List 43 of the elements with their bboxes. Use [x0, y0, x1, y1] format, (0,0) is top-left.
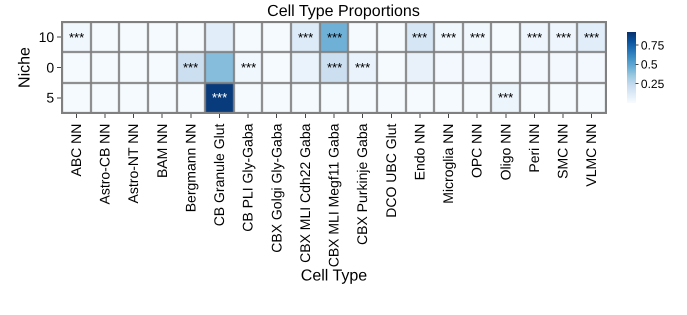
y-tick-label: 10 — [38, 29, 54, 46]
x-tick-label: CBX MLI Megf11 Gaba — [326, 123, 342, 268]
x-tick-label: CB Granule Glut — [211, 124, 228, 226]
data-label: *** — [69, 30, 84, 45]
x-tick-label: OPC NN — [468, 124, 485, 178]
x-tick-label: CB PLI Gly-Gaba — [240, 123, 256, 232]
x-axis-title: Cell Type — [300, 267, 368, 284]
data-label: *** — [470, 30, 486, 45]
data-label: *** — [298, 30, 314, 45]
x-tick-label: CBX Purkinje Gaba — [354, 123, 370, 246]
data-label: *** — [556, 30, 572, 45]
x-tick-label: CBX Golgi Gly-Gaba — [268, 123, 284, 253]
x-tick-label: BAM NN — [154, 124, 170, 178]
data-label: *** — [327, 30, 342, 45]
data-label: *** — [412, 30, 428, 45]
data-label: *** — [498, 90, 514, 105]
x-tick-label: Astro-CB NN — [96, 124, 112, 205]
data-label: *** — [183, 60, 198, 75]
color-bar-label: 0.5 — [640, 58, 658, 72]
x-tick-label: Peri NN — [526, 124, 542, 173]
color-bar-label: 0.25 — [640, 76, 665, 91]
data-label: *** — [527, 30, 542, 45]
y-axis-title: Niche — [16, 46, 34, 88]
x-tick-label: CBX MLI Cdh22 Gaba — [296, 123, 313, 263]
x-tick-label: DCO UBC Glut — [382, 123, 399, 218]
color-bar-label: 0.75 — [640, 38, 665, 52]
data-label: *** — [441, 30, 456, 45]
x-tick-label: ABC NN — [68, 124, 84, 177]
x-tick-label: Microglia NN — [440, 124, 456, 204]
y-tick-label: 0 — [46, 59, 54, 76]
x-tick-label: Astro-NT NN — [125, 124, 142, 204]
data-label: *** — [327, 60, 342, 75]
data-label: *** — [241, 60, 256, 75]
x-tick-label: Bergmann NN — [182, 124, 198, 212]
x-tick-label: Endo NN — [411, 124, 428, 180]
x-tick-label: Oligo NN — [497, 124, 514, 180]
x-tick-label: VLMC NN — [583, 124, 600, 187]
data-label: *** — [212, 90, 228, 105]
data-label: *** — [584, 30, 600, 45]
data-label: *** — [355, 60, 370, 75]
chart-title: Cell Type Proportions — [267, 2, 420, 20]
x-tick-label: SMC NN — [554, 124, 571, 179]
y-tick-label: 5 — [46, 90, 54, 106]
